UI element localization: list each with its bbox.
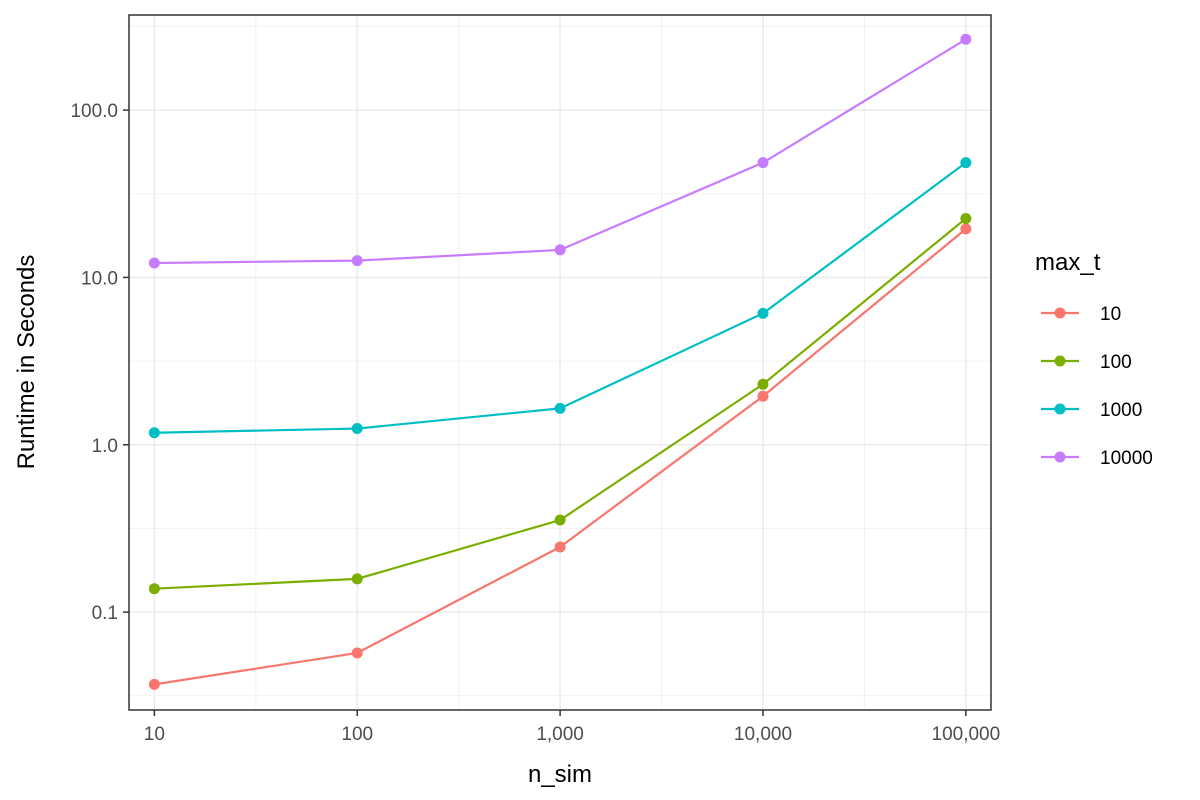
legend-key-point [1054, 403, 1066, 415]
data-point [351, 423, 363, 435]
major-gridlines [129, 15, 991, 710]
data-point [960, 157, 972, 169]
x-tick-label: 10 [144, 724, 165, 745]
legend-label: 100 [1100, 352, 1132, 373]
legend-label: 1000 [1100, 400, 1142, 421]
data-point [148, 427, 160, 439]
y-tick-label: 100.0 [70, 101, 118, 122]
data-point [554, 402, 566, 414]
data-point [554, 244, 566, 256]
data-point [351, 255, 363, 267]
legend-label: 10 [1100, 304, 1121, 325]
data-point [148, 583, 160, 595]
legend-title: max_t [1035, 249, 1101, 276]
data-point [960, 33, 972, 45]
legend-key-point [1054, 451, 1066, 463]
data-point [960, 223, 972, 235]
x-tick-label: 1,000 [536, 724, 584, 745]
series-10000 [148, 33, 972, 269]
data-point [960, 212, 972, 224]
x-tick-label: 10,000 [734, 724, 792, 745]
data-point [148, 257, 160, 269]
x-axis-ticks: 10 100 1,000 10,000 100,000 [144, 710, 1000, 745]
legend: max_t 10 100 1000 10000 [1035, 249, 1153, 469]
series-1000 [148, 157, 972, 439]
series-layer [148, 33, 972, 690]
y-axis-title: Runtime in Seconds [13, 255, 40, 470]
data-point [757, 378, 769, 390]
series-10 [148, 223, 972, 690]
series-100 [148, 212, 972, 595]
data-point [757, 390, 769, 402]
legend-item-1000: 1000 [1041, 400, 1142, 421]
data-point [351, 573, 363, 585]
legend-key-point [1054, 307, 1066, 319]
data-point [148, 678, 160, 690]
legend-item-10: 10 [1041, 304, 1121, 325]
data-point [554, 514, 566, 526]
data-point [351, 647, 363, 659]
legend-items: 10 100 1000 10000 [1041, 304, 1153, 469]
y-tick-label: 10.0 [81, 268, 118, 289]
legend-key-point [1054, 355, 1066, 367]
x-tick-label: 100 [341, 724, 373, 745]
legend-label: 10000 [1100, 448, 1153, 469]
legend-item-100: 100 [1041, 352, 1132, 373]
x-axis-title: n_sim [528, 761, 592, 788]
legend-item-10000: 10000 [1041, 448, 1153, 469]
x-tick-label: 100,000 [932, 724, 1001, 745]
data-point [554, 541, 566, 553]
y-axis-ticks: 0.1 1.0 10.0 100.0 [70, 101, 129, 624]
data-point [757, 157, 769, 169]
y-tick-label: 1.0 [92, 436, 118, 457]
data-point [757, 307, 769, 319]
y-tick-label: 0.1 [92, 603, 118, 624]
